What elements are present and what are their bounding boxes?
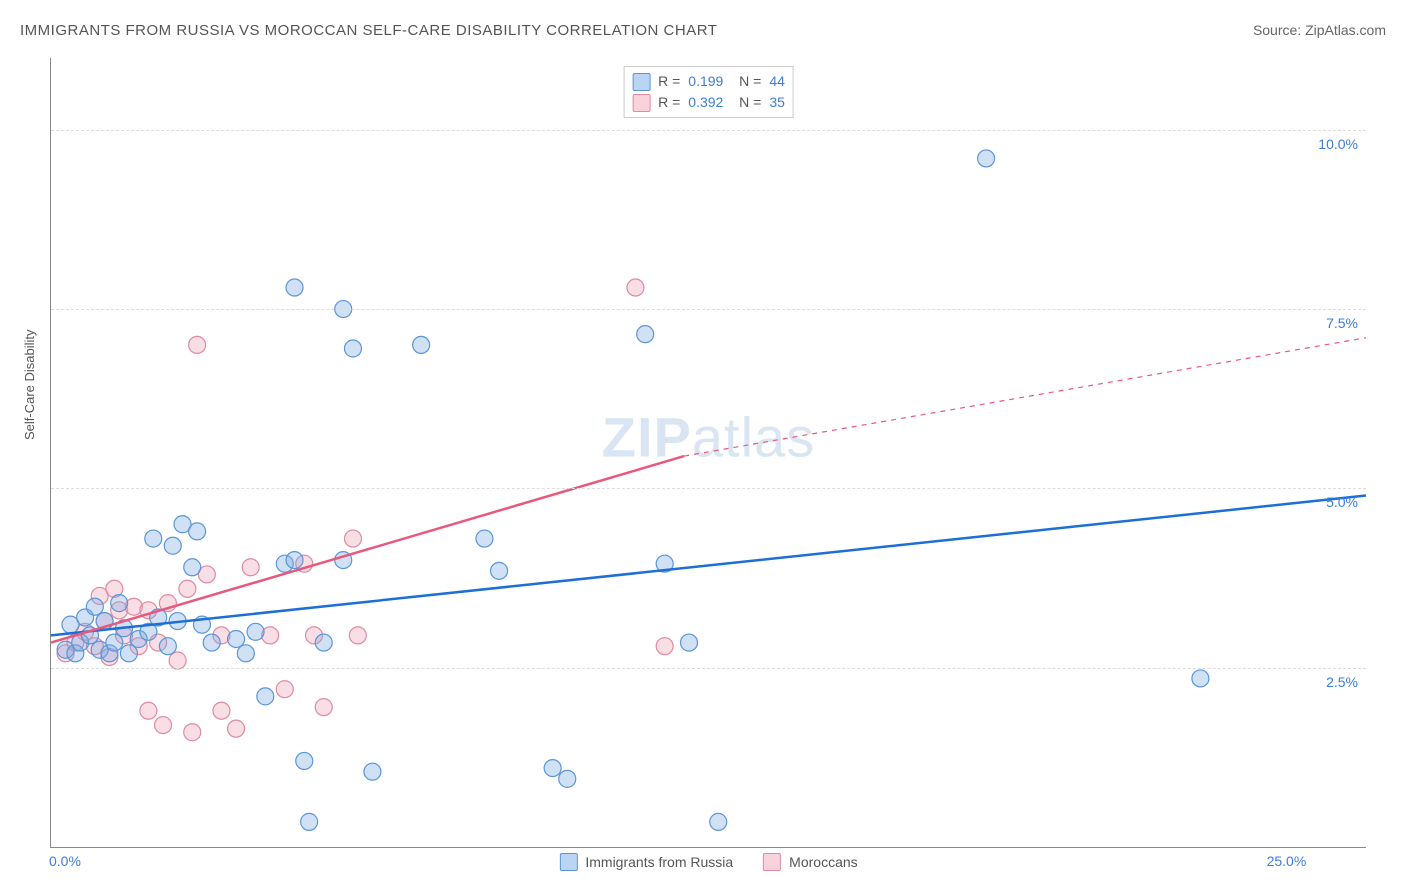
legend-label-a: Immigrants from Russia [585,854,733,870]
y-tick-label: 2.5% [1326,674,1358,690]
scatter-point [237,645,254,662]
scatter-point [1192,670,1209,687]
scatter-point [242,559,259,576]
scatter-point [159,638,176,655]
scatter-point [111,595,128,612]
y-tick-label: 10.0% [1318,136,1358,152]
scatter-point [179,580,196,597]
scatter-point [491,562,508,579]
regression-line-b-dashed [684,338,1366,456]
scatter-point [344,340,361,357]
grid-line [51,309,1366,310]
scatter-point [213,702,230,719]
scatter-point [145,530,162,547]
scatter-point [627,279,644,296]
scatter-point [189,336,206,353]
scatter-point [203,634,220,651]
scatter-point [184,724,201,741]
scatter-point [184,559,201,576]
scatter-point [169,652,186,669]
scatter-point [140,702,157,719]
y-tick-label: 5.0% [1326,494,1358,510]
regression-line-b [51,456,684,642]
x-tick-label: 0.0% [49,853,81,869]
chart-title: IMMIGRANTS FROM RUSSIA VS MOROCCAN SELF-… [20,22,717,39]
scatter-point [364,763,381,780]
scatter-point [106,634,123,651]
source-prefix: Source: [1253,22,1305,38]
scatter-point [247,623,264,640]
scatter-point [228,630,245,647]
scatter-point [120,645,137,662]
scatter-point [315,699,332,716]
source-attribution: Source: ZipAtlas.com [1253,22,1386,38]
plot-svg [51,58,1366,847]
scatter-point [286,279,303,296]
scatter-point [189,523,206,540]
legend-item-a: Immigrants from Russia [559,853,733,871]
scatter-point [228,720,245,737]
scatter-point [155,717,172,734]
scatter-point [710,813,727,830]
grid-line [51,130,1366,131]
legend-item-b: Moroccans [763,853,857,871]
grid-line [51,488,1366,489]
source-name: ZipAtlas.com [1305,22,1386,38]
scatter-point [257,688,274,705]
scatter-point [344,530,361,547]
scatter-point [476,530,493,547]
scatter-point [544,760,561,777]
scatter-point [296,752,313,769]
scatter-point [349,627,366,644]
grid-line [51,668,1366,669]
scatter-point [276,681,293,698]
swatch-series-b [763,853,781,871]
scatter-point [164,537,181,554]
scatter-point [315,634,332,651]
x-tick-label: 25.0% [1267,853,1307,869]
scatter-point [86,598,103,615]
y-axis-title: Self-Care Disability [22,329,37,440]
scatter-point [559,770,576,787]
scatter-point [637,326,654,343]
scatter-point [681,634,698,651]
scatter-point [301,813,318,830]
scatter-point [978,150,995,167]
y-tick-label: 7.5% [1326,315,1358,331]
scatter-point [286,552,303,569]
swatch-series-a [559,853,577,871]
legend-series: Immigrants from Russia Moroccans [559,853,857,871]
legend-label-b: Moroccans [789,854,857,870]
scatter-point [413,336,430,353]
plot-area: ZIPatlas R = 0.199 N = 44 R = 0.392 N = … [50,58,1366,848]
scatter-point [656,638,673,655]
